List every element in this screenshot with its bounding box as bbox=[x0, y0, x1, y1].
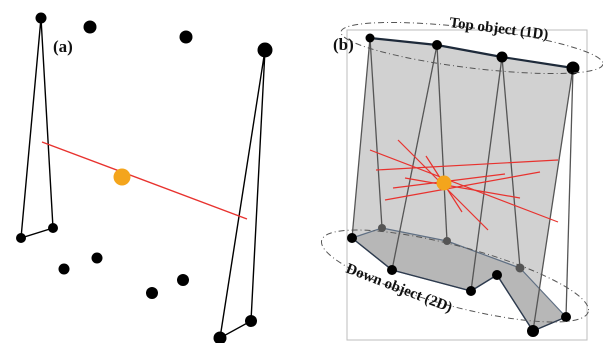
panel-a: (a) bbox=[16, 12, 273, 343]
panel-b: (b) Top object (1D) Down object (2D) bbox=[320, 15, 603, 341]
scatter-node bbox=[83, 20, 97, 34]
panel-b-label: (b) bbox=[333, 35, 354, 54]
center-point bbox=[436, 175, 452, 191]
down-node bbox=[387, 265, 397, 275]
top-object-label: Top object (1D) bbox=[449, 15, 550, 43]
node bbox=[245, 315, 257, 327]
right-triangle bbox=[219, 49, 266, 340]
top-node bbox=[566, 61, 580, 75]
red-connector-line bbox=[41, 141, 248, 220]
center-point bbox=[113, 168, 131, 186]
top-object-ellipse bbox=[340, 21, 603, 75]
down-node bbox=[378, 224, 386, 232]
down-node bbox=[466, 286, 476, 296]
down-node bbox=[492, 270, 502, 280]
node bbox=[35, 12, 47, 24]
down-node bbox=[347, 233, 357, 243]
top-node bbox=[496, 51, 508, 63]
scatter-node bbox=[177, 274, 189, 286]
top-node bbox=[365, 33, 375, 43]
down-node bbox=[527, 325, 539, 337]
down-node bbox=[443, 237, 451, 245]
top-object-line bbox=[369, 36, 574, 70]
down-node bbox=[561, 312, 571, 322]
down-node bbox=[515, 263, 525, 273]
node bbox=[48, 223, 58, 233]
down-object-ellipse bbox=[320, 229, 590, 323]
top-node bbox=[432, 40, 442, 50]
scatter-node bbox=[91, 252, 103, 264]
left-triangle bbox=[20, 17, 54, 239]
scatter-node bbox=[58, 263, 70, 275]
scatter-node bbox=[146, 287, 158, 299]
scatter-node bbox=[179, 30, 193, 44]
panel-a-label: (a) bbox=[53, 37, 73, 56]
node bbox=[257, 42, 273, 58]
panel-b-frame bbox=[346, 29, 588, 341]
node bbox=[16, 233, 26, 243]
node bbox=[213, 331, 227, 343]
